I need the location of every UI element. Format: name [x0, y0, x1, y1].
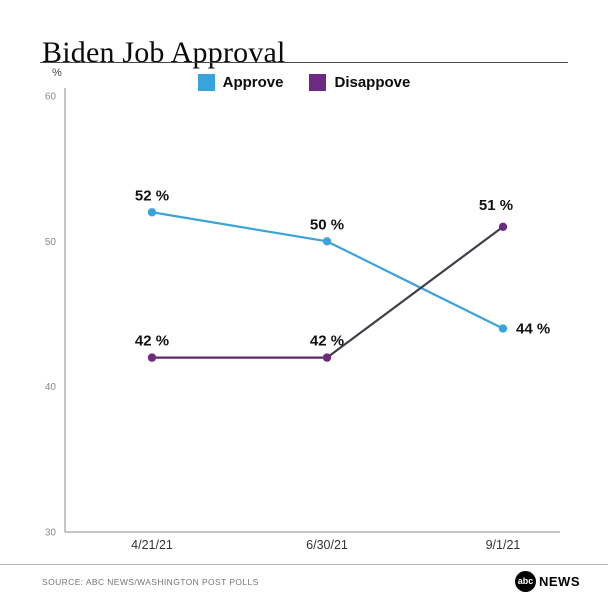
x-tick-label: 4/21/21 — [131, 538, 173, 552]
y-axis-unit-label: % — [52, 67, 62, 79]
data-point — [147, 208, 157, 217]
legend-label-approve: Approve — [222, 74, 284, 91]
chart-legend: Approve Disappove — [0, 74, 608, 91]
y-tick-label: 50 — [45, 237, 57, 248]
data-point — [322, 237, 332, 246]
data-point — [322, 353, 332, 362]
y-tick-label: 60 — [45, 92, 57, 103]
point-value-label: 50 % — [310, 216, 344, 233]
y-tick-label: 30 — [45, 528, 57, 539]
footer-divider — [0, 564, 608, 565]
point-value-label: 44 % — [516, 321, 550, 338]
source-credit: SOURCE: ABC NEWS/WASHINGTON POST POLLS — [42, 577, 259, 587]
data-point — [498, 324, 508, 333]
data-point — [147, 353, 157, 362]
point-value-label: 52 % — [135, 187, 169, 204]
series-segment — [326, 225, 504, 359]
legend-label-disapprove: Disappove — [334, 74, 411, 91]
data-point — [498, 222, 508, 231]
point-value-label: 42 % — [310, 333, 344, 350]
x-tick-label: 6/30/21 — [306, 538, 348, 552]
point-value-label: 42 % — [135, 333, 169, 350]
approve-color-swatch — [197, 74, 215, 91]
abc-news-logo: abc NEWS — [515, 571, 580, 592]
legend-item-approve: Approve — [197, 74, 284, 91]
x-tick-label: 9/1/21 — [486, 538, 521, 552]
page-title: Biden Job Approval — [42, 36, 286, 70]
title-divider — [40, 62, 568, 63]
disapprove-color-swatch — [309, 74, 327, 91]
series-segment — [326, 240, 504, 330]
point-value-label: 51 % — [479, 197, 513, 214]
series-segment — [151, 211, 328, 243]
y-tick-label: 40 — [45, 382, 57, 393]
abc-logo-icon: abc — [515, 571, 536, 592]
abc-news-wordmark: NEWS — [539, 574, 580, 589]
legend-item-disapprove: Disappove — [309, 74, 410, 91]
